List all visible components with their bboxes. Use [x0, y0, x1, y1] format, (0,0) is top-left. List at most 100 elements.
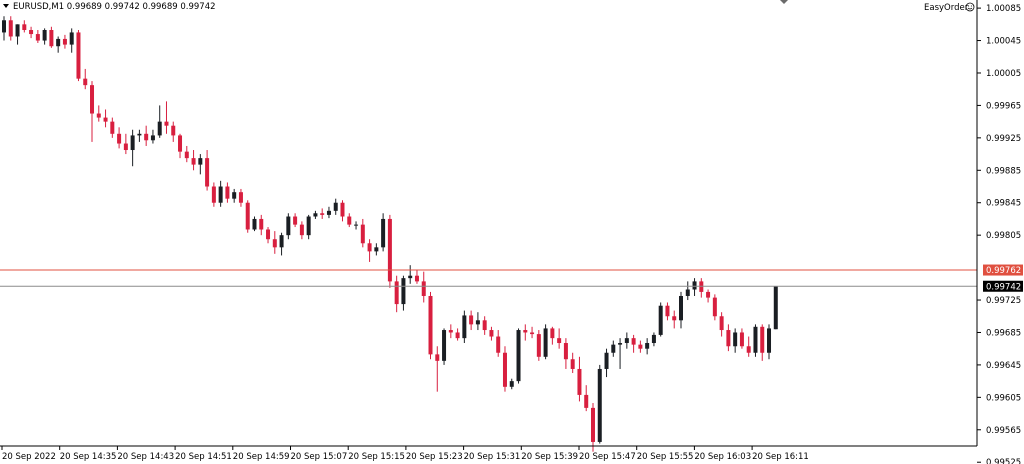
candle [110, 117, 115, 138]
candle-body [631, 338, 636, 345]
candle [157, 105, 162, 138]
candle [462, 310, 467, 344]
candle [590, 403, 595, 452]
x-tick-label: 20 Sep 16:11 [752, 452, 809, 462]
candle-body [354, 224, 359, 226]
candle-body [536, 334, 541, 357]
candle [530, 326, 535, 339]
candle-body [401, 278, 406, 305]
y-tick-label: 0.99605 [986, 393, 1021, 403]
candle [651, 332, 656, 347]
candle-body [746, 346, 751, 353]
candle [191, 150, 196, 171]
candle [2, 16, 6, 41]
candle-body [211, 186, 216, 203]
candle-body [35, 34, 40, 41]
candle [685, 281, 690, 301]
x-tick-label: 20 Sep 15:23 [406, 452, 463, 462]
candle [225, 182, 230, 203]
candle [611, 340, 616, 357]
candle [29, 26, 34, 39]
candle [90, 81, 95, 142]
candle [475, 312, 480, 331]
candle-body [96, 113, 101, 118]
candle-body [753, 326, 758, 353]
candle-body [164, 121, 169, 126]
candle [448, 324, 453, 339]
candle [421, 271, 426, 303]
y-tick-label: 0.99565 [986, 426, 1021, 436]
candle [130, 129, 135, 167]
easy-order-label[interactable]: EasyOrder [924, 3, 969, 13]
candle-body [184, 151, 189, 159]
candle [712, 294, 717, 321]
candle [96, 105, 101, 122]
candle-body [679, 295, 683, 321]
x-tick-label: 20 Sep 2022 [2, 452, 56, 462]
candle [496, 330, 501, 357]
candle-body [482, 320, 487, 331]
candle [570, 352, 575, 374]
candle [489, 326, 494, 341]
x-tick-label: 20 Sep 15:47 [579, 452, 636, 462]
candle [178, 133, 183, 159]
candle [624, 332, 629, 349]
candle [502, 346, 507, 392]
candle-body [360, 224, 365, 244]
candle [171, 121, 176, 142]
candle [238, 188, 243, 207]
candle-body [584, 394, 589, 408]
candle-body [272, 239, 277, 248]
y-tick-label: 0.99725 [986, 296, 1021, 306]
candle-body [381, 218, 386, 248]
chart-shift-marker-icon[interactable] [780, 0, 788, 4]
candle [259, 214, 264, 236]
candle-body [387, 218, 392, 282]
candle [760, 324, 765, 361]
y-tick-label: 1.00005 [986, 69, 1021, 79]
candle-body [49, 30, 54, 47]
candle [164, 101, 169, 134]
candle-body [259, 218, 264, 230]
y-tick-label: 1.00085 [986, 4, 1021, 14]
candle [35, 30, 40, 43]
candle [333, 198, 338, 215]
candle-body [205, 158, 210, 187]
y-tick-label: 0.99645 [986, 361, 1021, 371]
candle [103, 109, 108, 128]
collapse-triangle-icon[interactable] [3, 4, 9, 8]
candle-body [448, 330, 453, 333]
y-tick-label: 0.99805 [986, 231, 1021, 241]
candle [266, 227, 271, 244]
candle [773, 286, 778, 330]
candle [733, 328, 738, 353]
candle [658, 302, 663, 337]
candle-body [69, 32, 74, 45]
candle [326, 206, 331, 219]
y-tick-label: 0.99965 [986, 101, 1021, 111]
candle-body [563, 343, 568, 360]
candle-body [306, 216, 311, 236]
candle-body [252, 218, 257, 230]
candle [408, 265, 413, 284]
candle-body [712, 297, 717, 317]
candle [313, 210, 318, 219]
candle-body [773, 286, 778, 330]
candle [401, 275, 406, 311]
candle [767, 324, 772, 360]
smiley-icon[interactable] [965, 2, 975, 12]
candle-body [83, 78, 88, 86]
candle-body [8, 20, 13, 37]
candle [306, 214, 311, 240]
candle [692, 278, 697, 296]
candle-body [685, 289, 690, 296]
candle [516, 328, 521, 384]
candle-body [692, 281, 697, 290]
candle-body [597, 368, 602, 442]
candle [597, 364, 602, 444]
candle [543, 324, 548, 360]
candle [618, 338, 623, 369]
candle-body [760, 326, 765, 353]
candle-body [150, 135, 155, 141]
